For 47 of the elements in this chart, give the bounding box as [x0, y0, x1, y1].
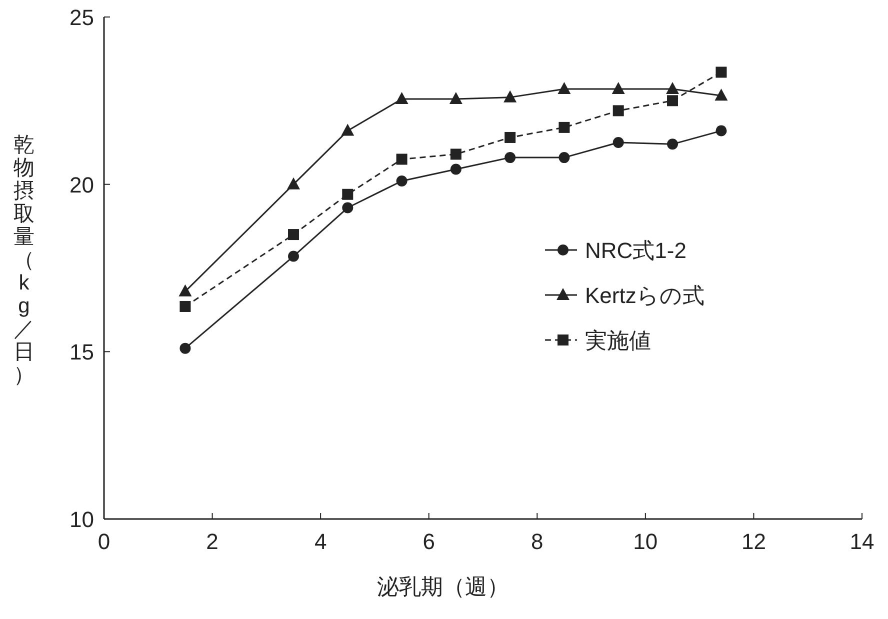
- point: [287, 177, 300, 190]
- point: [504, 152, 516, 164]
- y-tick-label: 20: [70, 172, 94, 198]
- point: [716, 125, 727, 136]
- point: [449, 92, 462, 104]
- point: [612, 82, 625, 94]
- point: [396, 175, 408, 186]
- legend-label: 実施値: [585, 328, 651, 353]
- legend-label: NRC式1-2: [585, 238, 686, 263]
- point: [716, 66, 727, 78]
- point: [178, 284, 192, 296]
- legend-label: Kertzらの式: [585, 283, 704, 308]
- point: [714, 88, 728, 101]
- y-tick-label: 15: [70, 340, 94, 365]
- x-tick-label: 12: [741, 529, 766, 554]
- point: [288, 229, 299, 240]
- point: [666, 82, 679, 94]
- point: [504, 90, 517, 102]
- text: 乾物摂取量（kg／日）: [14, 134, 34, 386]
- x-tick-label: 4: [314, 529, 327, 554]
- point: [558, 82, 571, 94]
- point: [396, 154, 408, 165]
- point: [288, 250, 299, 262]
- x-tick-label: 8: [531, 529, 544, 554]
- x-axis-title: 泌乳期（週）: [377, 574, 509, 599]
- x-tick-label: 6: [422, 529, 435, 554]
- point: [558, 122, 570, 133]
- point: [504, 132, 516, 143]
- point: [612, 105, 624, 116]
- x-tick-label: 10: [633, 529, 658, 554]
- point: [180, 342, 191, 354]
- point: [342, 202, 354, 214]
- x-tick-label: 14: [850, 529, 874, 554]
- y-tick-label: 25: [70, 5, 94, 30]
- point: [450, 164, 462, 175]
- point: [342, 188, 354, 200]
- point: [395, 92, 408, 104]
- point: [612, 137, 624, 148]
- point: [450, 148, 462, 160]
- point: [341, 124, 354, 136]
- point: [667, 95, 678, 106]
- y-tick-label: 10: [70, 507, 94, 532]
- point: [667, 138, 678, 150]
- x-tick-label: 0: [98, 529, 110, 554]
- point: [558, 152, 570, 164]
- x-tick-label: 2: [206, 529, 218, 554]
- point: [180, 300, 191, 312]
